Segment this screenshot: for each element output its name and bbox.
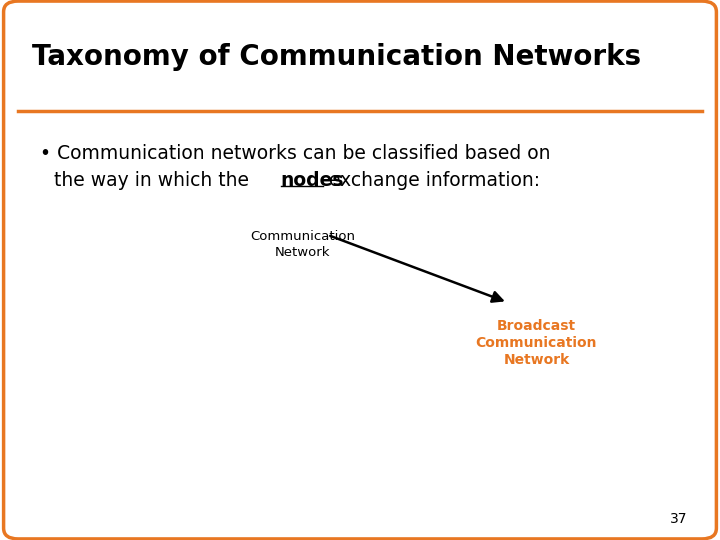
Text: Taxonomy of Communication Networks: Taxonomy of Communication Networks [32,43,642,71]
Text: the way in which the: the way in which the [54,171,255,191]
Text: Broadcast
Communication
Network: Broadcast Communication Network [476,319,597,367]
Text: exchange information:: exchange information: [323,171,540,191]
Text: • Communication networks can be classified based on: • Communication networks can be classifi… [40,144,550,164]
FancyBboxPatch shape [4,1,716,539]
Text: Communication
Network: Communication Network [250,230,355,259]
Text: 37: 37 [670,512,688,526]
Text: nodes: nodes [281,171,344,191]
